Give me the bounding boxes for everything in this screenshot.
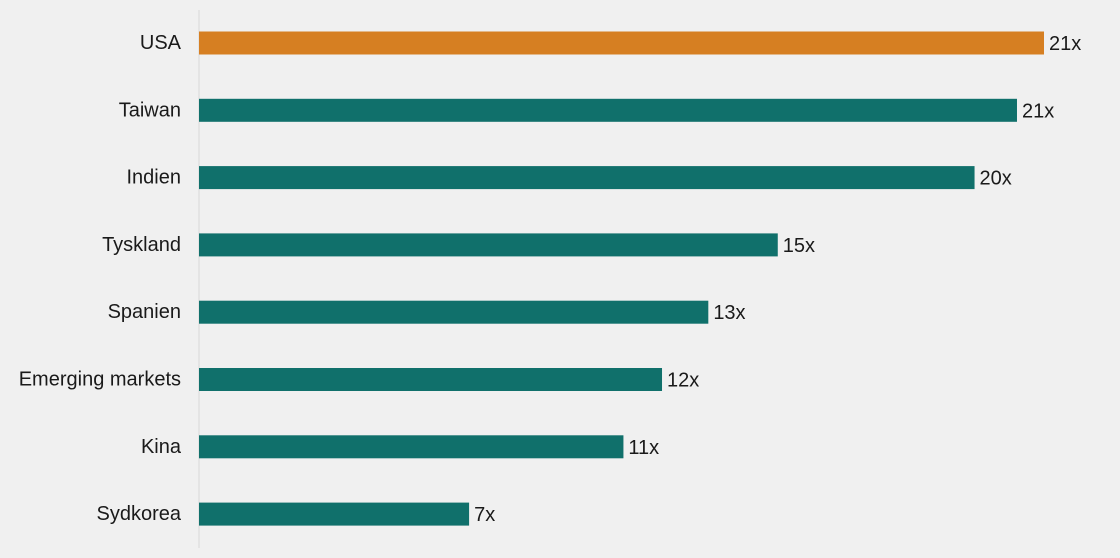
bar-tyskland [199, 233, 778, 257]
category-label: Spanien [108, 301, 181, 323]
data-label: 20x [980, 168, 1012, 190]
data-label: 21x [1022, 100, 1054, 122]
bars-layer: USA 21x Taiwan 21x Indien 20x Tyskland 15x Spani… [19, 31, 1081, 526]
data-label: 21x [1049, 33, 1081, 55]
bar-emerging-markets [199, 368, 663, 391]
category-label: USA [140, 32, 182, 54]
category-label: Emerging markets [19, 369, 181, 391]
category-label: Indien [127, 167, 182, 189]
data-label: 7x [474, 504, 495, 526]
category-label: Taiwan [119, 99, 181, 121]
bar-indien [199, 166, 975, 190]
bar-spanien [199, 300, 709, 324]
bar-kina [199, 435, 624, 459]
category-label: Tyskland [102, 234, 181, 256]
category-label: Kina [141, 436, 182, 458]
bar-sydkorea [199, 502, 470, 526]
bar-taiwan [199, 98, 1017, 122]
data-label: 11x [628, 437, 659, 459]
category-label: Sydkorea [97, 503, 182, 525]
data-label: 15x [783, 235, 815, 257]
data-label: 13x [713, 302, 745, 324]
data-label: 12x [667, 370, 699, 392]
bar-usa [199, 31, 1044, 55]
